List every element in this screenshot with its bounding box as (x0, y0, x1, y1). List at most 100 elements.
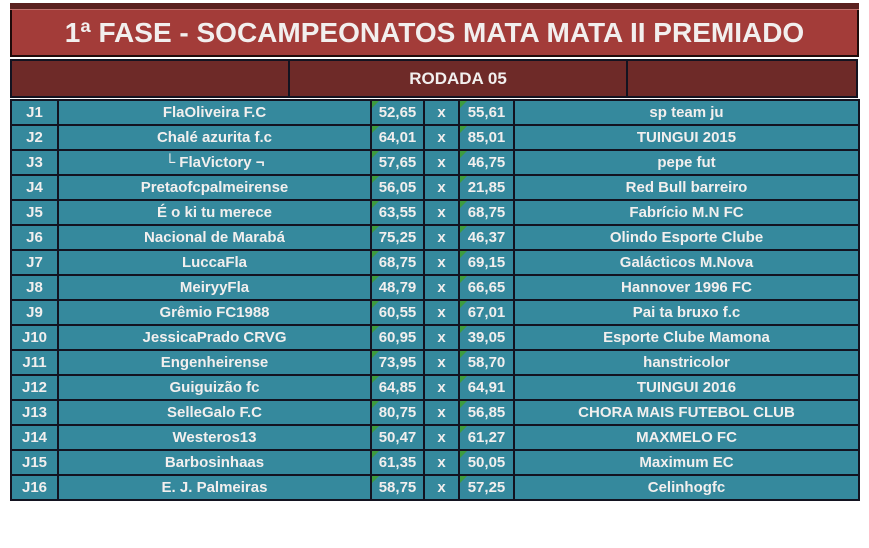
number-format-flag-icon (373, 427, 379, 433)
match-id-cell: J6 (10, 224, 59, 251)
home-score-cell: 68,75 (370, 249, 425, 276)
home-score-cell: 73,95 (370, 349, 425, 376)
score-separator-cell: x (423, 99, 460, 126)
match-row: J1 FlaOliveira F.C 52,65 x 55,61 sp team… (10, 99, 860, 126)
number-format-flag-icon (373, 102, 379, 108)
away-team-cell: CHORA MAIS FUTEBOL CLUB (513, 399, 860, 426)
home-score-value: 63,55 (378, 204, 417, 221)
match-id-cell: J12 (10, 374, 59, 401)
number-format-flag-icon (461, 427, 467, 433)
score-separator-cell: x (423, 474, 460, 501)
home-score-value: 48,79 (378, 279, 417, 296)
home-team-cell: FlaOliveira F.C (57, 99, 372, 126)
match-id-cell: J5 (10, 199, 59, 226)
score-separator-cell: x (423, 249, 460, 276)
away-score-cell: 50,05 (458, 449, 515, 476)
number-format-flag-icon (461, 127, 467, 133)
match-row: J7 LuccaFla 68,75 x 69,15 Galácticos M.N… (10, 249, 860, 276)
away-score-value: 46,75 (467, 154, 506, 171)
match-id-cell: J9 (10, 299, 59, 326)
round-header-title: RODADA 05 (288, 59, 628, 98)
number-format-flag-icon (373, 202, 379, 208)
number-format-flag-icon (373, 277, 379, 283)
away-team-cell: Fabrício M.N FC (513, 199, 860, 226)
home-score-value: 50,47 (378, 429, 417, 446)
match-id-cell: J15 (10, 449, 59, 476)
match-row: J15 Barbosinhaas 61,35 x 50,05 Maximum E… (10, 449, 860, 476)
match-row: J11 Engenheirense 73,95 x 58,70 hanstric… (10, 349, 860, 376)
away-team-cell: Pai ta bruxo f.c (513, 299, 860, 326)
match-row: J4 Pretaofcpalmeirense 56,05 x 21,85 Red… (10, 174, 860, 201)
number-format-flag-icon (373, 177, 379, 183)
score-separator-cell: x (423, 449, 460, 476)
match-row: J14 Westeros13 50,47 x 61,27 MAXMELO FC (10, 424, 860, 451)
number-format-flag-icon (373, 227, 379, 233)
tournament-sheet: 1ª FASE - SOCAMPEONATOS MATA MATA II PRE… (10, 3, 860, 501)
away-score-value: 67,01 (467, 304, 506, 321)
away-team-cell: Maximum EC (513, 449, 860, 476)
away-team-cell: Olindo Esporte Clube (513, 224, 860, 251)
match-id-cell: J2 (10, 124, 59, 151)
number-format-flag-icon (461, 477, 467, 483)
match-id-cell: J1 (10, 99, 59, 126)
home-score-value: 61,35 (378, 454, 417, 471)
home-score-value: 60,95 (378, 329, 417, 346)
score-separator-cell: x (423, 424, 460, 451)
home-score-cell: 60,95 (370, 324, 425, 351)
match-row: J6 Nacional de Marabá 75,25 x 46,37 Olin… (10, 224, 860, 251)
home-score-cell: 61,35 (370, 449, 425, 476)
round-header-right-cell (628, 59, 858, 98)
away-score-value: 56,85 (467, 404, 506, 421)
match-id-cell: J13 (10, 399, 59, 426)
home-score-value: 60,55 (378, 304, 417, 321)
number-format-flag-icon (373, 327, 379, 333)
number-format-flag-icon (461, 452, 467, 458)
score-separator-cell: x (423, 149, 460, 176)
home-team-cell: Engenheirense (57, 349, 372, 376)
home-score-value: 80,75 (378, 404, 417, 421)
home-team-cell: Chalé azurita f.c (57, 124, 372, 151)
number-format-flag-icon (461, 277, 467, 283)
away-score-value: 46,37 (467, 229, 506, 246)
home-score-value: 56,05 (378, 179, 417, 196)
away-score-value: 50,05 (467, 454, 506, 471)
away-team-cell: MAXMELO FC (513, 424, 860, 451)
matches-table: J1 FlaOliveira F.C 52,65 x 55,61 sp team… (10, 99, 860, 501)
home-team-cell: Nacional de Marabá (57, 224, 372, 251)
match-id-cell: J11 (10, 349, 59, 376)
match-id-cell: J10 (10, 324, 59, 351)
score-separator-cell: x (423, 324, 460, 351)
away-score-value: 21,85 (467, 179, 506, 196)
home-score-cell: 52,65 (370, 99, 425, 126)
away-team-cell: Esporte Clube Mamona (513, 324, 860, 351)
home-score-cell: 58,75 (370, 474, 425, 501)
home-score-value: 64,85 (378, 379, 417, 396)
round-header-left-cell (10, 59, 288, 98)
away-score-cell: 61,27 (458, 424, 515, 451)
matches-body: J1 FlaOliveira F.C 52,65 x 55,61 sp team… (10, 99, 860, 501)
away-score-cell: 64,91 (458, 374, 515, 401)
home-team-cell: Westeros13 (57, 424, 372, 451)
number-format-flag-icon (461, 202, 467, 208)
home-score-cell: 63,55 (370, 199, 425, 226)
away-team-cell: Hannover 1996 FC (513, 274, 860, 301)
away-score-value: 69,15 (467, 254, 506, 271)
home-team-cell: É o ki tu merece (57, 199, 372, 226)
number-format-flag-icon (461, 377, 467, 383)
away-score-cell: 68,75 (458, 199, 515, 226)
away-team-cell: sp team ju (513, 99, 860, 126)
score-separator-cell: x (423, 124, 460, 151)
away-score-value: 55,61 (467, 104, 506, 121)
home-score-cell: 57,65 (370, 149, 425, 176)
home-team-cell: MeiryyFla (57, 274, 372, 301)
number-format-flag-icon (373, 402, 379, 408)
away-score-cell: 39,05 (458, 324, 515, 351)
match-id-cell: J3 (10, 149, 59, 176)
match-row: J12 Guiguizão fc 64,85 x 64,91 TUINGUI 2… (10, 374, 860, 401)
home-score-cell: 56,05 (370, 174, 425, 201)
score-separator-cell: x (423, 399, 460, 426)
match-row: J3 └ FlaVictory ¬ 57,65 x 46,75 pepe fut (10, 149, 860, 176)
round-header-row: RODADA 05 (10, 59, 859, 98)
home-score-cell: 64,01 (370, 124, 425, 151)
match-row: J16 E. J. Palmeiras 58,75 x 57,25 Celinh… (10, 474, 860, 501)
